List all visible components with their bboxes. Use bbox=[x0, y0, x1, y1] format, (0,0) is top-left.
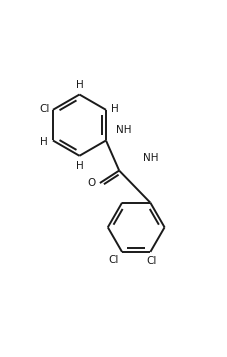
Text: Cl: Cl bbox=[146, 256, 157, 266]
Text: Cl: Cl bbox=[39, 104, 49, 114]
Text: Cl: Cl bbox=[108, 255, 118, 265]
Text: H: H bbox=[76, 161, 83, 171]
Text: H: H bbox=[76, 80, 83, 90]
Text: NH: NH bbox=[116, 125, 132, 135]
Text: H: H bbox=[40, 137, 48, 147]
Text: H: H bbox=[111, 104, 119, 114]
Text: O: O bbox=[87, 178, 95, 188]
Text: NH: NH bbox=[143, 152, 158, 162]
